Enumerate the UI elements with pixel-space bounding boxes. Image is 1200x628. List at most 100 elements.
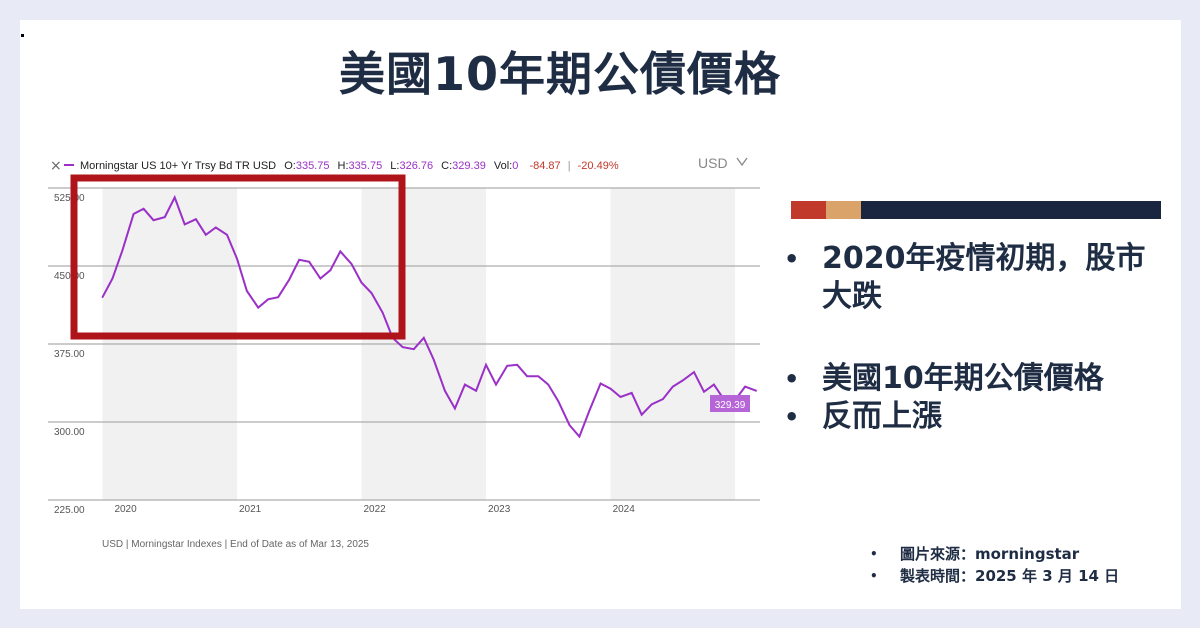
data-point bbox=[464, 383, 466, 386]
page-title: 美國10年期公債價格 bbox=[338, 47, 781, 101]
bullet-3: 反而上漲 bbox=[784, 398, 1174, 436]
data-point bbox=[401, 346, 404, 348]
legend-low-value: 326.76 bbox=[399, 160, 433, 172]
data-point bbox=[588, 409, 591, 412]
accent-bar-tan bbox=[826, 201, 861, 219]
legend-separator: | bbox=[568, 160, 571, 172]
x-tick-label: 2022 bbox=[364, 504, 387, 515]
series-points bbox=[101, 196, 758, 438]
data-point bbox=[672, 385, 674, 388]
data-point bbox=[650, 403, 653, 406]
x-tick-label: 2024 bbox=[613, 504, 636, 515]
data-point bbox=[681, 379, 684, 382]
data-point bbox=[755, 390, 758, 392]
last-value-label: 329.39 bbox=[715, 400, 746, 411]
y-tick-label: 450.00 bbox=[54, 271, 85, 282]
legend-series-name: Morningstar US 10+ Yr Trsy Bd TR USD bbox=[80, 160, 276, 172]
data-point bbox=[111, 277, 114, 280]
data-point bbox=[495, 383, 497, 386]
y-tick-label: 225.00 bbox=[54, 505, 85, 516]
data-point bbox=[744, 385, 746, 388]
x-tick-label: 2020 bbox=[114, 504, 137, 515]
x-tick-label: 2023 bbox=[488, 504, 511, 515]
y-tick-label: 375.00 bbox=[54, 349, 85, 360]
currency-selector[interactable]: USD bbox=[698, 155, 728, 171]
data-point bbox=[183, 223, 186, 226]
svg-text:Morningstar US 10+ Yr Trsy Bd: Morningstar US 10+ Yr Trsy Bd TR USD O:3… bbox=[80, 160, 619, 172]
data-point bbox=[630, 392, 633, 394]
legend-change: -84.87 bbox=[529, 160, 560, 172]
data-point bbox=[422, 336, 425, 339]
legend-close-label: C: bbox=[441, 160, 452, 172]
x-tick-label: 2021 bbox=[239, 504, 262, 515]
data-point bbox=[547, 383, 550, 386]
data-point bbox=[506, 365, 509, 367]
series-line bbox=[101, 194, 757, 439]
data-point bbox=[215, 226, 217, 229]
data-point bbox=[568, 424, 571, 426]
highlight-box bbox=[70, 174, 406, 340]
data-point bbox=[142, 208, 145, 210]
data-point bbox=[475, 390, 477, 392]
legend-vol-label: Vol: bbox=[494, 160, 512, 172]
data-point bbox=[609, 387, 612, 390]
bullet-list: 2020年疫情初期，股市大跌 美國10年期公債價格 反而上漲 bbox=[784, 240, 1174, 436]
data-point bbox=[444, 390, 446, 392]
data-point bbox=[713, 383, 715, 386]
legend-high-label: H: bbox=[338, 160, 349, 172]
chevron-down-icon[interactable] bbox=[736, 157, 748, 167]
bullet-1: 2020年疫情初期，股市大跌 bbox=[784, 240, 1174, 316]
data-point bbox=[693, 371, 695, 373]
data-point bbox=[205, 234, 207, 236]
data-point bbox=[360, 281, 363, 284]
data-point bbox=[246, 290, 248, 292]
data-point bbox=[319, 277, 322, 280]
legend-change-pct: -20.49% bbox=[578, 160, 619, 172]
data-point bbox=[226, 234, 228, 236]
data-point bbox=[432, 358, 435, 361]
data-point bbox=[640, 413, 643, 416]
data-point bbox=[370, 292, 373, 294]
data-point bbox=[703, 391, 705, 393]
data-point bbox=[516, 364, 518, 366]
data-point bbox=[277, 296, 279, 299]
legend-close-icon[interactable]: × bbox=[50, 158, 62, 174]
data-point bbox=[267, 298, 269, 301]
last-value-badge bbox=[710, 395, 750, 412]
data-point bbox=[298, 258, 301, 261]
data-point bbox=[288, 278, 291, 281]
accent-bar-red bbox=[791, 201, 826, 219]
accent-bar-navy bbox=[861, 201, 1161, 219]
legend-low-label: L: bbox=[390, 160, 399, 172]
bullet-2: 美國10年期公債價格 bbox=[784, 360, 1174, 398]
legend-high-value: 335.75 bbox=[349, 160, 383, 172]
chart-footer-note: USD | Morningstar Indexes | End of Date … bbox=[102, 539, 369, 550]
data-point bbox=[557, 400, 560, 403]
data-point bbox=[195, 218, 197, 220]
data-point bbox=[599, 382, 602, 385]
data-point bbox=[101, 296, 104, 299]
legend-close-value: 329.39 bbox=[452, 160, 486, 172]
legend-open-value: 335.75 bbox=[296, 160, 330, 172]
data-point bbox=[485, 364, 487, 366]
source-notes: 圖片來源：morningstar 製表時間：2025 年 3 月 14 日 bbox=[870, 543, 1119, 587]
data-point bbox=[339, 250, 342, 253]
data-point bbox=[381, 312, 384, 314]
data-point bbox=[537, 375, 540, 378]
data-point bbox=[173, 196, 176, 199]
data-point bbox=[619, 396, 622, 398]
legend-vol-value: 0 bbox=[512, 160, 518, 172]
y-tick-label: 525.00 bbox=[54, 193, 85, 204]
y-axis-ticks: 525.00 450.00 375.00 300.00 225.00 bbox=[54, 193, 85, 516]
source-line: 圖片來源：morningstar bbox=[870, 543, 1119, 565]
data-point bbox=[132, 213, 135, 215]
data-point bbox=[308, 261, 311, 263]
data-point bbox=[526, 375, 528, 378]
data-point bbox=[662, 398, 664, 400]
data-point bbox=[257, 306, 259, 309]
data-point bbox=[329, 269, 332, 271]
data-point bbox=[578, 435, 581, 438]
data-point bbox=[163, 216, 166, 218]
corner-dot bbox=[21, 34, 24, 37]
